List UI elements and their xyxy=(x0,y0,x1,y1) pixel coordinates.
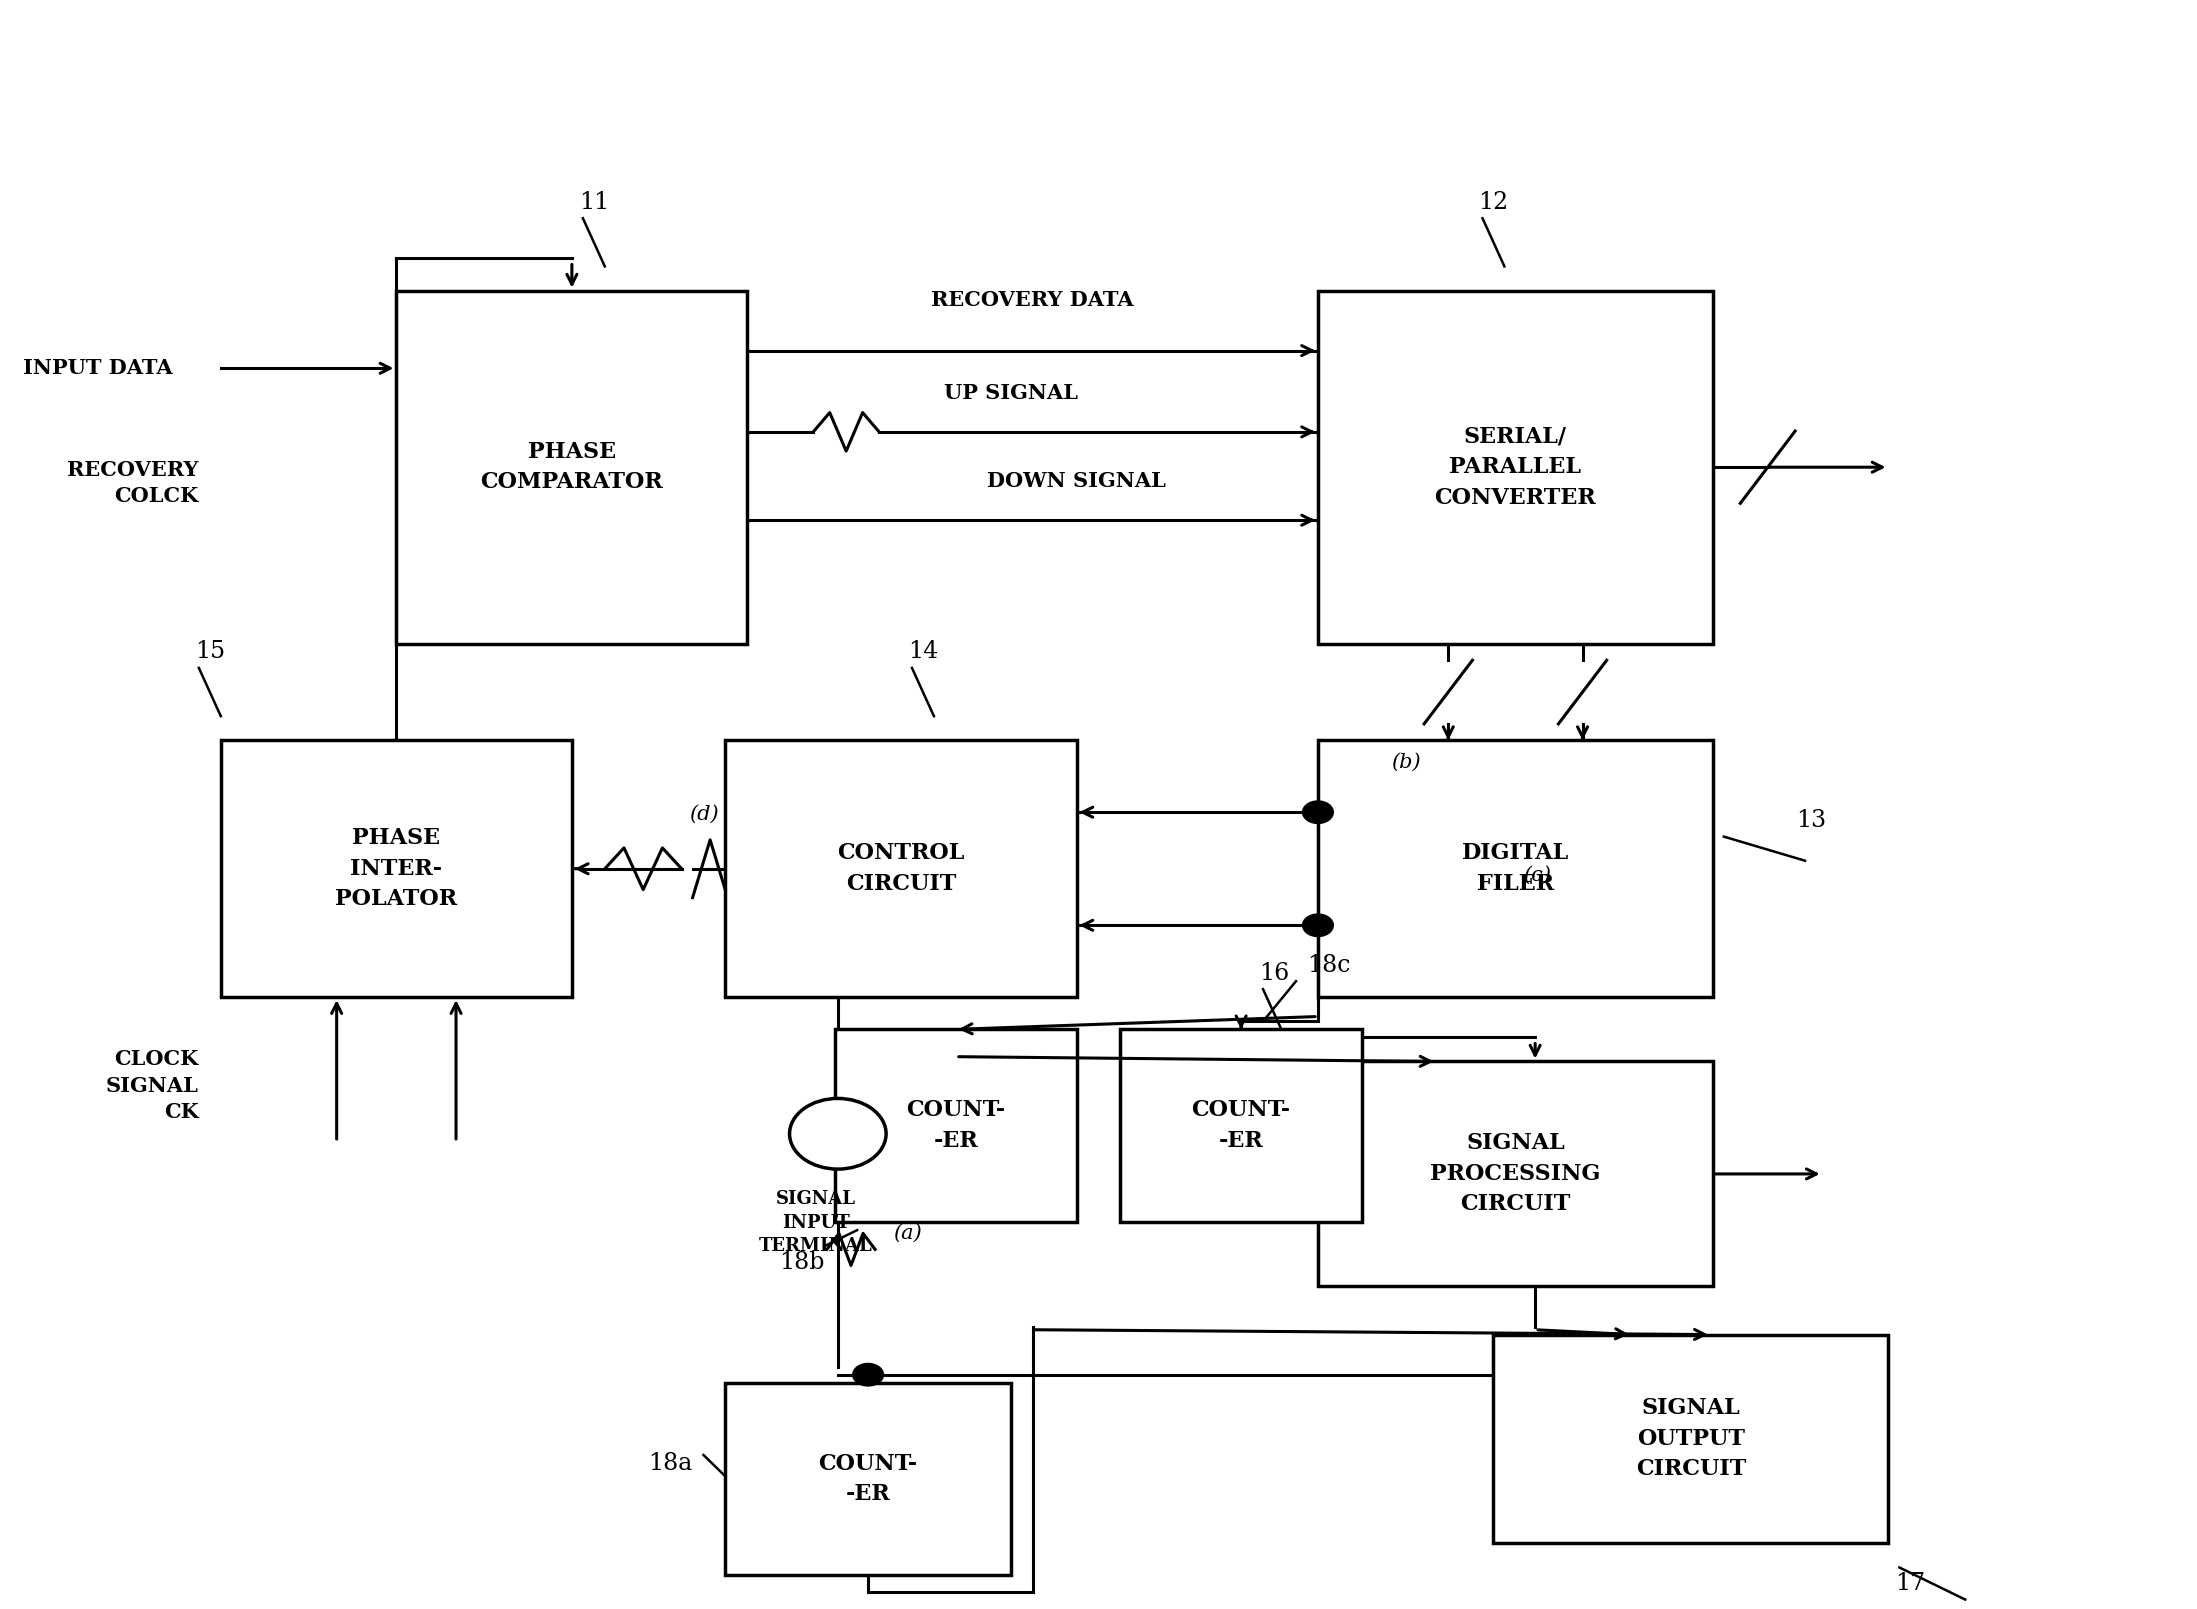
Bar xyxy=(1494,1334,1889,1543)
Bar xyxy=(725,1382,1011,1575)
Text: CLOCK
SIGNAL
CK: CLOCK SIGNAL CK xyxy=(105,1049,200,1121)
Text: (c): (c) xyxy=(1523,866,1551,885)
Text: (a): (a) xyxy=(892,1224,921,1242)
Text: COUNT-
-ER: COUNT- -ER xyxy=(1191,1099,1290,1152)
Bar xyxy=(835,1030,1077,1223)
Text: CONTROL
CIRCUIT: CONTROL CIRCUIT xyxy=(837,843,964,895)
Text: 18b: 18b xyxy=(780,1250,824,1274)
Circle shape xyxy=(1303,914,1334,936)
Bar xyxy=(1120,1030,1362,1223)
Text: SIGNAL
PROCESSING
CIRCUIT: SIGNAL PROCESSING CIRCUIT xyxy=(1430,1133,1602,1215)
Bar xyxy=(1318,1062,1714,1286)
Text: 16: 16 xyxy=(1259,962,1290,985)
Text: 11: 11 xyxy=(578,191,609,214)
Text: (b): (b) xyxy=(1391,753,1421,772)
Circle shape xyxy=(789,1099,885,1170)
Text: 14: 14 xyxy=(907,640,938,663)
Text: 17: 17 xyxy=(1896,1572,1925,1595)
Text: DIGITAL
FILER: DIGITAL FILER xyxy=(1461,843,1569,895)
Text: PHASE
INTER-
POLATOR: PHASE INTER- POLATOR xyxy=(336,827,457,911)
Text: COUNT-
-ER: COUNT- -ER xyxy=(907,1099,1006,1152)
Text: RECOVERY DATA: RECOVERY DATA xyxy=(932,291,1134,311)
Text: 15: 15 xyxy=(196,640,224,663)
Bar xyxy=(222,740,571,998)
Circle shape xyxy=(852,1363,883,1385)
Text: PHASE
COMPARATOR: PHASE COMPARATOR xyxy=(481,441,663,494)
Text: SIGNAL
OUTPUT
CIRCUIT: SIGNAL OUTPUT CIRCUIT xyxy=(1637,1398,1747,1480)
Text: SERIAL/
PARALLEL
CONVERTER: SERIAL/ PARALLEL CONVERTER xyxy=(1435,426,1597,508)
Circle shape xyxy=(1303,801,1334,824)
Text: INPUT DATA: INPUT DATA xyxy=(24,359,174,378)
Text: UP SIGNAL: UP SIGNAL xyxy=(945,383,1079,402)
Text: DOWN SIGNAL: DOWN SIGNAL xyxy=(986,471,1167,491)
Text: RECOVERY
COLCK: RECOVERY COLCK xyxy=(68,460,200,507)
Text: 18c: 18c xyxy=(1307,954,1351,977)
Bar xyxy=(1318,291,1714,644)
Text: SIGNAL
INPUT
TERMINAL: SIGNAL INPUT TERMINAL xyxy=(758,1191,872,1255)
Text: (d): (d) xyxy=(688,804,718,824)
Text: 18a: 18a xyxy=(648,1451,692,1474)
Text: 13: 13 xyxy=(1797,809,1826,832)
Bar xyxy=(395,291,747,644)
Text: 12: 12 xyxy=(1479,191,1509,214)
Bar xyxy=(725,740,1077,998)
Text: COUNT-
-ER: COUNT- -ER xyxy=(819,1453,918,1506)
Bar xyxy=(1318,740,1714,998)
